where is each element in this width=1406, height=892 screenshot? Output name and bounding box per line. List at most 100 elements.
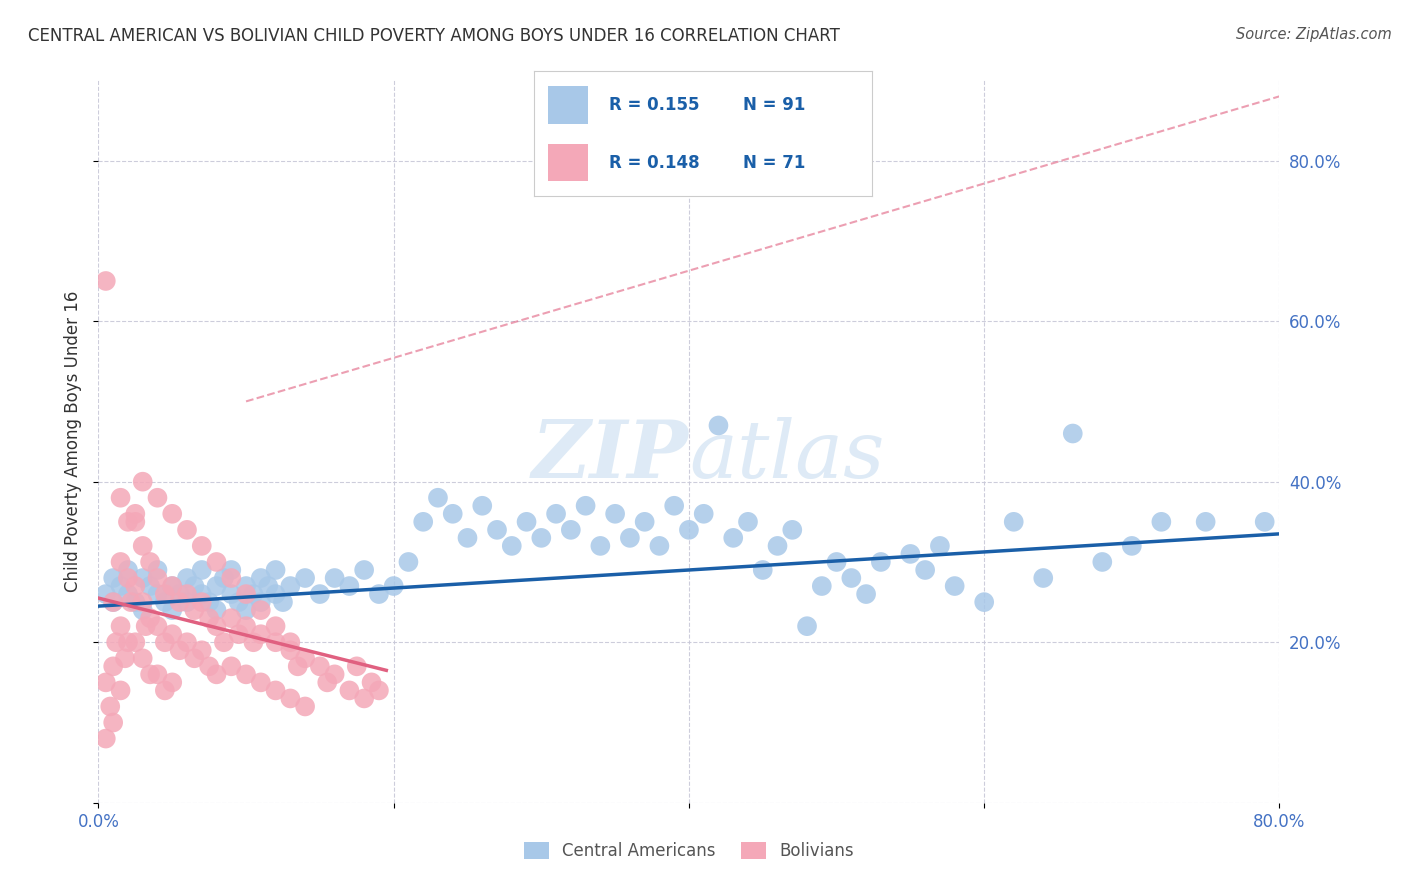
- Text: R = 0.148: R = 0.148: [609, 153, 699, 171]
- Text: Source: ZipAtlas.com: Source: ZipAtlas.com: [1236, 27, 1392, 42]
- Point: [398, 555, 420, 569]
- Point: [316, 675, 339, 690]
- Point: [124, 507, 146, 521]
- Point: [146, 563, 169, 577]
- Point: [153, 683, 176, 698]
- Point: [146, 571, 169, 585]
- Point: [648, 539, 671, 553]
- Point: [664, 499, 686, 513]
- Point: [191, 563, 214, 577]
- Point: [153, 595, 176, 609]
- Point: [139, 579, 162, 593]
- Point: [176, 571, 198, 585]
- Point: [271, 595, 294, 609]
- Point: [457, 531, 479, 545]
- Point: [294, 571, 316, 585]
- Point: [228, 627, 250, 641]
- Point: [132, 539, 155, 553]
- Point: [146, 619, 169, 633]
- Point: [191, 587, 214, 601]
- Point: [117, 571, 139, 585]
- Point: [198, 659, 221, 673]
- Point: [242, 635, 264, 649]
- Point: [221, 571, 243, 585]
- Legend: Central Americans, Bolivians: Central Americans, Bolivians: [517, 835, 860, 867]
- Point: [98, 699, 121, 714]
- Point: [103, 715, 125, 730]
- Point: [360, 675, 382, 690]
- Point: [752, 563, 775, 577]
- Y-axis label: Child Poverty Among Boys Under 16: Child Poverty Among Boys Under 16: [65, 291, 83, 592]
- Point: [1150, 515, 1173, 529]
- Point: [235, 603, 257, 617]
- Point: [693, 507, 716, 521]
- Point: [94, 675, 117, 690]
- Point: [103, 571, 125, 585]
- Point: [162, 507, 183, 521]
- Point: [110, 579, 132, 593]
- Point: [162, 579, 183, 593]
- Point: [183, 603, 205, 617]
- Point: [146, 587, 169, 601]
- Point: [264, 635, 287, 649]
- Point: [228, 595, 250, 609]
- Point: [117, 635, 139, 649]
- Point: [176, 587, 198, 601]
- Point: [900, 547, 922, 561]
- Point: [124, 635, 146, 649]
- Point: [1195, 515, 1218, 529]
- Point: [162, 675, 183, 690]
- Point: [339, 683, 361, 698]
- Point: [135, 619, 157, 633]
- Point: [242, 587, 264, 601]
- Point: [486, 523, 509, 537]
- Point: [176, 523, 198, 537]
- Point: [1254, 515, 1277, 529]
- Point: [198, 611, 221, 625]
- Text: CENTRAL AMERICAN VS BOLIVIAN CHILD POVERTY AMONG BOYS UNDER 16 CORRELATION CHART: CENTRAL AMERICAN VS BOLIVIAN CHILD POVER…: [28, 27, 839, 45]
- Point: [183, 579, 205, 593]
- Point: [560, 523, 582, 537]
- Point: [707, 418, 730, 433]
- Point: [205, 555, 228, 569]
- Text: N = 71: N = 71: [744, 153, 806, 171]
- Point: [117, 515, 139, 529]
- Point: [176, 635, 198, 649]
- Point: [501, 539, 523, 553]
- Point: [323, 667, 346, 681]
- Point: [169, 595, 191, 609]
- Point: [855, 587, 877, 601]
- Point: [139, 611, 162, 625]
- Point: [124, 595, 146, 609]
- Point: [103, 659, 125, 673]
- Text: atlas: atlas: [689, 417, 884, 495]
- Point: [619, 531, 641, 545]
- Point: [176, 595, 198, 609]
- Point: [368, 683, 391, 698]
- Point: [1002, 515, 1025, 529]
- Point: [205, 579, 228, 593]
- Point: [221, 563, 243, 577]
- Point: [280, 691, 302, 706]
- Point: [94, 274, 117, 288]
- Point: [153, 587, 176, 601]
- FancyBboxPatch shape: [548, 144, 588, 181]
- Point: [191, 539, 214, 553]
- Point: [605, 507, 627, 521]
- Point: [221, 611, 243, 625]
- Point: [153, 635, 176, 649]
- Point: [634, 515, 657, 529]
- Point: [257, 579, 280, 593]
- Point: [205, 603, 228, 617]
- Point: [546, 507, 568, 521]
- Point: [323, 571, 346, 585]
- Point: [124, 579, 146, 593]
- Point: [280, 579, 302, 593]
- Point: [870, 555, 893, 569]
- Point: [346, 659, 368, 673]
- Point: [309, 587, 332, 601]
- Point: [723, 531, 745, 545]
- Point: [264, 563, 287, 577]
- Point: [191, 643, 214, 657]
- Point: [530, 531, 553, 545]
